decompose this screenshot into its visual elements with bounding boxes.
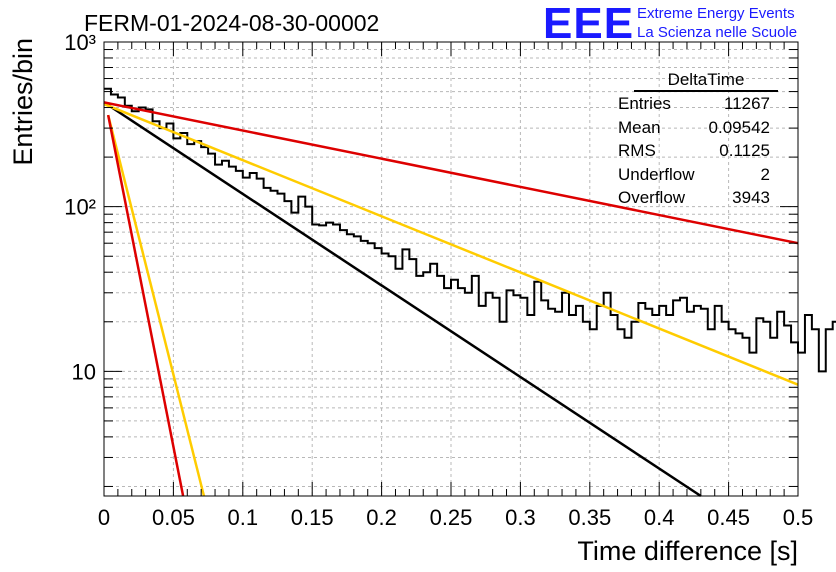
- stats-label: Mean: [618, 117, 661, 137]
- stats-rows: Entries 11267 Mean 0.09542 RMS 0.1125 Underflo…: [612, 92, 778, 210]
- x-tick-label: 0.15: [291, 505, 334, 530]
- x-axis-label: Time difference [s]: [577, 536, 798, 566]
- page-title: FERM-01-2024-08-30-00002: [84, 10, 380, 36]
- y-tick-label: 10³: [64, 30, 96, 55]
- x-tick-label: 0.2: [366, 505, 397, 530]
- logo-caption: Extreme Energy Events La Scienza nelle S…: [637, 4, 797, 42]
- stats-label: Overflow: [618, 188, 686, 207]
- histogram: [104, 87, 836, 373]
- stats-value: 0.1125: [719, 141, 770, 160]
- fit-curve-0: [103, 101, 702, 498]
- fit-curves: [103, 101, 799, 498]
- fit-curve-1: [103, 102, 799, 386]
- x-tick-label: 0.25: [430, 505, 473, 530]
- y-tick-label: 10²: [64, 195, 96, 220]
- stats-value: 11267: [723, 94, 770, 113]
- stats-value: 2: [760, 164, 770, 184]
- y-axis-label: Entries/bin: [8, 38, 38, 166]
- x-tick-label: 0.1: [228, 505, 259, 530]
- x-tick-label: 0: [98, 505, 110, 530]
- grid-lines: [103, 41, 799, 496]
- stats-value: 3943: [732, 188, 770, 207]
- stats-row: RMS 0.1125: [612, 139, 778, 163]
- stats-value: 0.09542: [708, 117, 770, 137]
- stats-box: DeltaTime Entries 11267 Mean 0.09542 RMS 0.11…: [612, 70, 778, 210]
- eee-logo: EEE: [543, 0, 635, 48]
- stats-row: Overflow 3943: [612, 186, 778, 210]
- x-tick-label: 0.4: [644, 505, 675, 530]
- fit-curve-3: [106, 114, 206, 497]
- stats-row: Mean 0.09542: [612, 116, 778, 140]
- fit-curve-2: [103, 101, 799, 245]
- x-tick-label: 0.05: [152, 505, 195, 530]
- stats-row: Underflow 2: [612, 163, 778, 187]
- x-tick-label: 0.3: [505, 505, 536, 530]
- y-axis-ticks: 10 10² 10³: [64, 30, 798, 487]
- logo-caption-line2: La Scienza nelle Scuole: [637, 24, 798, 41]
- stats-label: Entries: [618, 94, 671, 113]
- stats-title: DeltaTime: [634, 70, 778, 92]
- stats-row: Entries 11267: [612, 92, 778, 116]
- x-tick-label: 0.35: [568, 505, 611, 530]
- y-tick-label: 10: [72, 359, 96, 384]
- x-axis-ticks: 0 0.05 0.1 0.15 0.2 0.25 0.3 0.35 0.4 0.45 0.5: [98, 42, 813, 530]
- x-tick-label: 0.5: [783, 505, 814, 530]
- stats-label: Underflow: [618, 164, 695, 184]
- x-tick-label: 0.45: [707, 505, 750, 530]
- histogram-line: [104, 87, 836, 373]
- fit-curve-4: [106, 114, 185, 497]
- stats-label: RMS: [618, 141, 656, 160]
- logo-caption-line1: Extreme Energy Events: [637, 5, 795, 22]
